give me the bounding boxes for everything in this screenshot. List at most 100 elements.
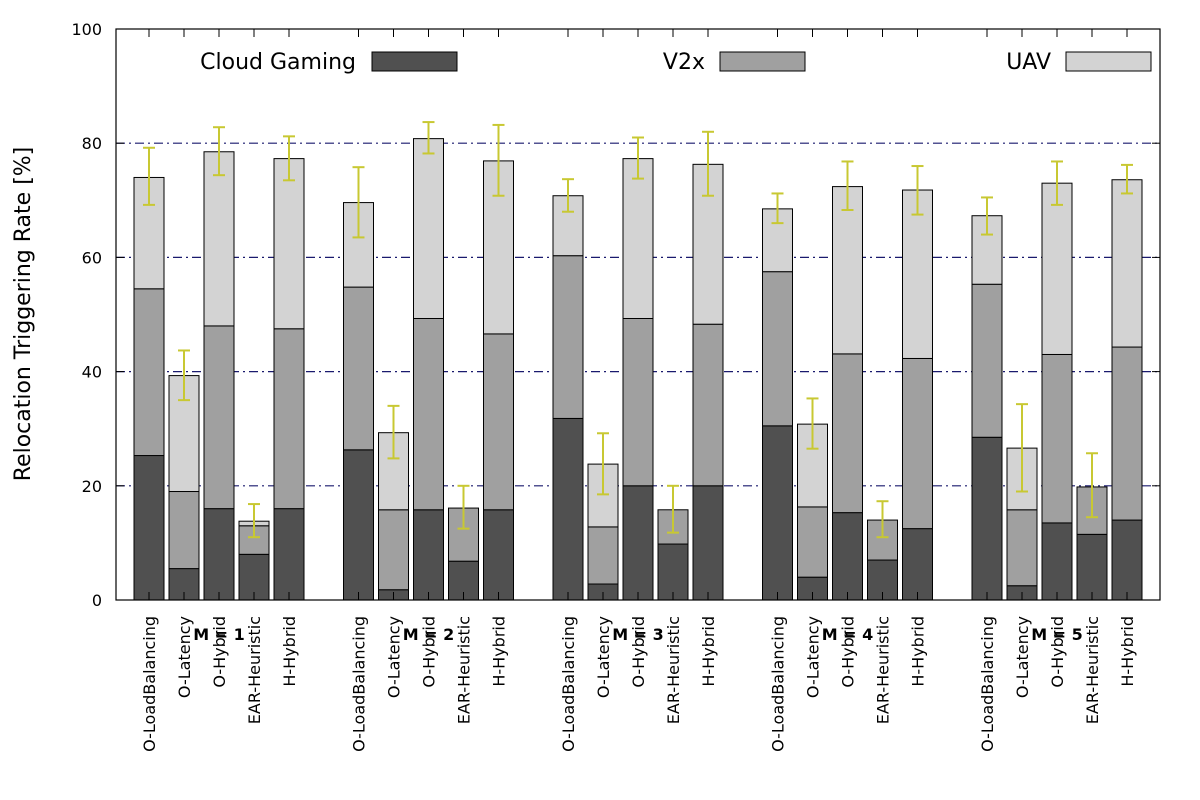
bar-uav-m1-o-hybrid [203,151,235,327]
error-bar-m4-o-loadbalancing [771,192,784,225]
bar-v2x-m3-o-loadbalancing [552,255,584,419]
error-bar-m5-ear-heuristic [1086,452,1098,519]
error-bar-m1-o-loadbalancing [143,146,155,206]
error-bar-m2-o-loadbalancing [352,166,365,239]
error-bar-m1-o-latency [178,349,190,402]
group-label-m3: M = 3 [612,625,664,644]
error-bar-m5-o-latency [1016,403,1028,493]
bar-cloud-gaming-m5-h-hybrid [1111,519,1143,601]
bar-cloud-gaming-m3-o-loadbalancing [552,417,584,601]
bar-v2x-m1-ear-heuristic [238,525,270,555]
x-tick-label-m1-h-hybrid: H-Hybrid [280,616,299,687]
error-bar-m5-h-hybrid [1121,163,1133,195]
group-label-m2: M = 2 [403,625,455,644]
bar-cloud-gaming-m4-o-loadbalancing [762,425,793,601]
bar-v2x-m2-o-hybrid [413,317,444,511]
y-tick-label-40: 40 [82,363,102,382]
error-bar-m3-ear-heuristic [667,484,679,534]
x-tick-label-m2-ear-heuristic: EAR-Heuristic [455,616,474,724]
error-bar-m1-ear-heuristic [248,503,260,539]
x-tick-label-m3-o-hybrid: O-Hybrid [629,616,648,688]
x-tick-label-m3-ear-heuristic: EAR-Heuristic [664,616,683,724]
bar-v2x-m5-h-hybrid [1111,346,1143,521]
y-tick-label-0: 0 [92,591,102,610]
legend-label-cloud-gaming: Cloud Gaming [200,50,356,75]
bar-v2x-m1-h-hybrid [273,328,305,510]
error-bar-m2-o-hybrid [422,121,435,155]
legend: Cloud Gaming V2x UAV [200,50,1152,75]
axes: 0 20 40 60 80 100 [71,20,1161,610]
x-tick-label-m2-o-hybrid: O-Hybrid [420,616,439,688]
x-tick-label-m2-o-loadbalancing: O-LoadBalancing [350,616,369,752]
x-tick-label-m5-o-latency: O-Latency [1013,616,1032,698]
legend-label-uav: UAV [1006,50,1051,75]
bar-v2x-m5-o-hybrid [1041,353,1073,524]
bar-v2x-m5-o-latency [1006,509,1038,587]
error-bar-m2-h-hybrid [492,123,505,197]
error-bar-m1-o-hybrid [213,126,225,177]
bar-uav-m2-o-hybrid [413,138,444,319]
error-bar-m3-o-loadbalancing [562,178,574,213]
x-tick-label-m4-o-latency: O-Latency [804,616,823,698]
y-tick-label-20: 20 [82,477,102,496]
bar-uav-m1-h-hybrid [273,158,305,330]
bar-uav-m5-h-hybrid [1111,179,1143,348]
bar-uav-m4-h-hybrid [902,189,933,359]
x-tick-label-m4-o-hybrid: O-Hybrid [839,616,858,688]
x-tick-label-m1-ear-heuristic: EAR-Heuristic [245,616,264,724]
bar-v2x-m2-o-loadbalancing [343,286,374,451]
error-bar-m1-h-hybrid [283,135,295,182]
bar-v2x-m5-o-loadbalancing [971,283,1003,438]
bar-cloud-gaming-m1-o-loadbalancing [133,455,165,601]
x-tick-label-m3-o-latency: O-Latency [594,616,613,698]
x-tick-label-m5-ear-heuristic: EAR-Heuristic [1083,616,1102,724]
bar-v2x-m4-o-hybrid [832,353,863,514]
error-bar-m5-o-loadbalancing [981,196,993,236]
x-labels: O-LoadBalancing O-Latency O-Hybrid EAR-Heur… [140,616,1137,752]
bar-cloud-gaming-m1-o-hybrid [203,508,235,601]
x-tick-label-m2-h-hybrid: H-Hybrid [490,616,509,687]
error-bar-m4-o-latency [806,397,819,450]
x-tick-label-m3-h-hybrid: H-Hybrid [699,616,718,687]
error-bar-m2-o-latency [387,404,400,460]
error-bar-m3-h-hybrid [702,130,714,197]
bars [133,138,1143,601]
bar-cloud-gaming-m1-h-hybrid [273,508,305,601]
bar-cloud-gaming-m5-ear-heuristic [1076,533,1108,601]
bar-v2x-m3-o-hybrid [622,317,654,487]
group-label-m5: M = 5 [1031,625,1083,644]
bar-v2x-m4-h-hybrid [902,357,933,530]
bar-cloud-gaming-m2-o-loadbalancing [343,449,374,601]
x-tick-label-m3-o-loadbalancing: O-LoadBalancing [559,616,578,752]
y-axis-title: Relocation Triggering Rate [%] [11,147,36,482]
bar-cloud-gaming-m2-h-hybrid [483,509,514,601]
group-label-m1: M = 1 [193,625,245,644]
y-tick-label-60: 60 [82,248,102,267]
legend-swatch-uav [1065,51,1152,72]
bar-v2x-m1-o-latency [168,491,200,570]
bar-uav-m3-o-hybrid [622,158,654,319]
x-tick-label-m4-ear-heuristic: EAR-Heuristic [874,616,893,724]
x-tick-label-m4-h-hybrid: H-Hybrid [909,616,928,687]
legend-swatch-v2x [719,51,806,72]
error-bar-m2-ear-heuristic [457,484,470,530]
bar-v2x-m1-o-loadbalancing [133,288,165,457]
y-tick-label-100: 100 [71,20,102,39]
error-bars [143,121,1133,539]
bar-cloud-gaming-m5-o-loadbalancing [971,436,1003,601]
x-tick-label-m5-o-loadbalancing: O-LoadBalancing [978,616,997,752]
error-bar-m4-h-hybrid [911,165,924,216]
bar-cloud-gaming-m3-h-hybrid [692,485,724,601]
x-tick-label-m4-o-loadbalancing: O-LoadBalancing [769,616,788,752]
x-tick-label-m5-o-hybrid: O-Hybrid [1048,616,1067,688]
x-tick-label-m1-o-loadbalancing: O-LoadBalancing [140,616,159,752]
bar-v2x-m3-h-hybrid [692,323,724,487]
bar-cloud-gaming-m4-h-hybrid [902,528,933,601]
x-tick-label-m1-o-latency: O-Latency [175,616,194,698]
y-tick-label-80: 80 [82,134,102,153]
legend-label-v2x: V2x [663,50,705,75]
bar-v2x-m4-o-latency [797,506,828,578]
x-tick-label-m2-o-latency: O-Latency [385,616,404,698]
bar-v2x-m2-h-hybrid [483,333,514,511]
bar-cloud-gaming-m3-ear-heuristic [657,543,689,601]
